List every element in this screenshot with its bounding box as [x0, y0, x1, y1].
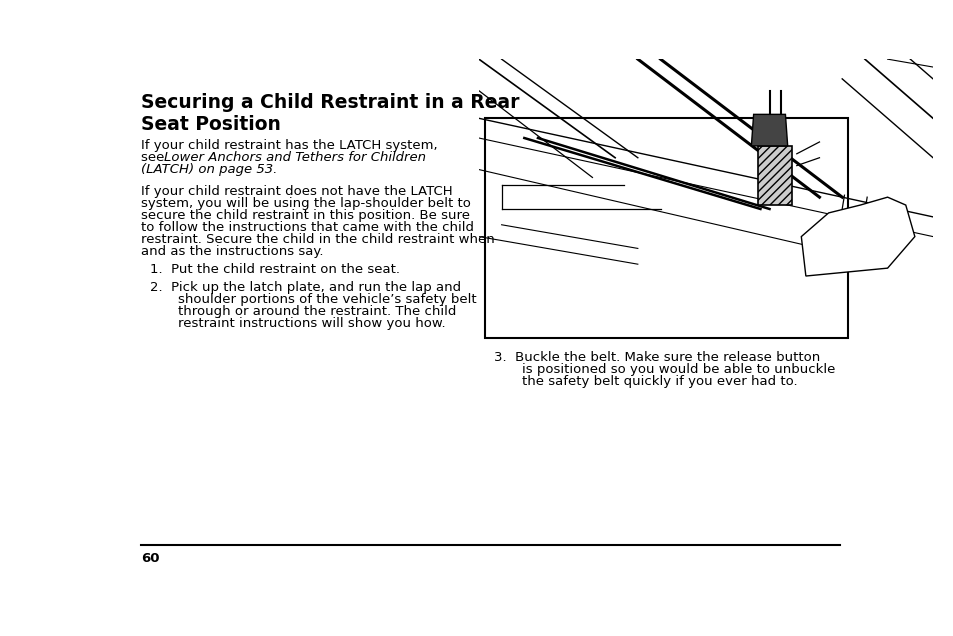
- Polygon shape: [751, 114, 787, 146]
- Text: (LATCH) on page 53.: (LATCH) on page 53.: [141, 163, 277, 176]
- Text: 1.  Put the child restraint on the seat.: 1. Put the child restraint on the seat.: [151, 263, 400, 276]
- Text: is positioned so you would be able to unbuckle: is positioned so you would be able to un…: [521, 363, 835, 376]
- Text: to follow the instructions that came with the child: to follow the instructions that came wit…: [141, 221, 474, 234]
- Text: If your child restraint does not have the LATCH: If your child restraint does not have th…: [141, 185, 453, 198]
- Bar: [485, 118, 846, 338]
- Text: restraint instructions will show you how.: restraint instructions will show you how…: [178, 317, 446, 330]
- Text: Seat Position: Seat Position: [141, 116, 281, 134]
- Text: Securing a Child Restraint in a Rear: Securing a Child Restraint in a Rear: [141, 93, 519, 113]
- Text: 3.  Buckle the belt. Make sure the release button: 3. Buckle the belt. Make sure the releas…: [494, 350, 820, 364]
- Text: and as the instructions say.: and as the instructions say.: [141, 245, 324, 258]
- Text: 2.  Pick up the latch plate, and run the lap and: 2. Pick up the latch plate, and run the …: [151, 280, 461, 294]
- Text: system, you will be using the lap-shoulder belt to: system, you will be using the lap-should…: [141, 197, 471, 210]
- Text: see: see: [141, 151, 169, 163]
- Polygon shape: [801, 197, 914, 276]
- Text: 60: 60: [141, 552, 160, 565]
- Text: restraint. Secure the child in the child restraint when: restraint. Secure the child in the child…: [141, 233, 495, 246]
- Text: the safety belt quickly if you ever had to.: the safety belt quickly if you ever had …: [521, 375, 797, 387]
- Text: Lower Anchors and Tethers for Children: Lower Anchors and Tethers for Children: [164, 151, 426, 163]
- Text: If your child restraint has the LATCH system,: If your child restraint has the LATCH sy…: [141, 139, 437, 152]
- Text: through or around the restraint. The child: through or around the restraint. The chi…: [178, 305, 456, 318]
- Text: secure the child restraint in this position. Be sure: secure the child restraint in this posit…: [141, 209, 470, 222]
- Text: shoulder portions of the vehicle’s safety belt: shoulder portions of the vehicle’s safet…: [178, 293, 476, 306]
- Bar: [758, 146, 791, 205]
